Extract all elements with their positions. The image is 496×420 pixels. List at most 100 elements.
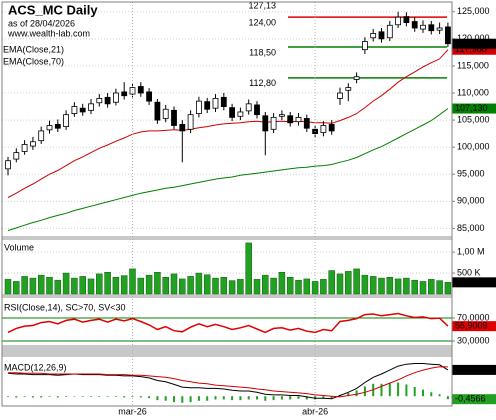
bar xyxy=(270,277,277,295)
bar xyxy=(96,273,103,295)
bar xyxy=(262,274,269,295)
panel-title: Volume xyxy=(4,242,34,252)
histogram-bar xyxy=(397,382,400,397)
candle-body xyxy=(171,109,177,126)
x-tick-label: mar-26 xyxy=(118,406,147,416)
last-value-box xyxy=(452,321,496,332)
histogram-bar xyxy=(31,396,34,398)
bar xyxy=(320,279,327,295)
histogram-bar xyxy=(446,396,449,400)
bar xyxy=(295,279,302,295)
bar xyxy=(328,270,335,295)
x-tick-label: abr-26 xyxy=(302,406,328,416)
y-tick-label: 30,0000 xyxy=(457,335,490,345)
candle-body xyxy=(378,31,385,40)
candle-body xyxy=(46,125,53,131)
level-label: 118,50 xyxy=(249,47,276,57)
last-value-label: -0,4566 xyxy=(455,394,486,404)
candle-body xyxy=(96,98,103,104)
histogram-bar xyxy=(90,396,92,397)
candle-body xyxy=(262,115,269,132)
candle-body xyxy=(428,24,435,32)
candle-body xyxy=(212,98,219,109)
histogram-bar xyxy=(256,396,258,400)
bar xyxy=(394,278,402,295)
legend-entry: EMA(Close,21) xyxy=(3,44,64,54)
bar xyxy=(79,276,86,295)
candle-body xyxy=(137,86,144,94)
annotation: www.wealth-lab.com xyxy=(7,28,90,38)
bar xyxy=(187,276,194,295)
histogram-bar xyxy=(222,396,225,400)
bar xyxy=(286,277,294,295)
bar xyxy=(212,277,219,295)
bar xyxy=(444,282,452,295)
last-value-box xyxy=(452,103,496,114)
histogram-bar xyxy=(81,396,84,397)
y-tick-label: 70,0000 xyxy=(457,312,490,322)
bar xyxy=(403,277,410,295)
bar xyxy=(54,279,62,295)
histogram-bar xyxy=(380,383,383,397)
candle-body xyxy=(63,114,69,127)
histogram-bar xyxy=(181,396,184,403)
panel-title: RSI(Close,14), SC>70, SV<30 xyxy=(4,302,126,312)
candle-body xyxy=(444,26,451,45)
y-tick-label: 95,000 xyxy=(457,169,485,179)
histogram-bar xyxy=(197,396,200,401)
line xyxy=(8,366,448,398)
bar xyxy=(46,277,53,295)
y-tick-label: 125,000 xyxy=(457,6,490,16)
histogram-bar xyxy=(106,396,109,397)
histogram-bar xyxy=(173,396,175,403)
candle-body xyxy=(245,103,252,112)
last-value-label: 278,544 xyxy=(455,277,488,287)
y-tick-label: 120,000 xyxy=(457,33,490,43)
histogram-bar xyxy=(305,396,308,400)
candle-body xyxy=(187,114,194,130)
bar xyxy=(386,277,394,295)
bar xyxy=(62,272,70,295)
bar xyxy=(220,277,228,295)
bar xyxy=(29,277,37,295)
bar xyxy=(112,277,120,295)
bar xyxy=(237,279,244,295)
last-value-label: 4,0244 xyxy=(455,364,483,374)
histogram-bar xyxy=(355,390,358,397)
histogram-bar xyxy=(239,396,242,401)
level-label: 127,13 xyxy=(248,1,276,11)
candle-body xyxy=(13,152,20,160)
bar xyxy=(154,271,161,295)
bar xyxy=(87,278,95,295)
candle-body xyxy=(403,16,410,23)
histogram-bar xyxy=(405,384,408,397)
bar xyxy=(4,279,12,295)
bar xyxy=(203,274,211,295)
candle-body xyxy=(54,124,61,129)
frame xyxy=(1,1,453,407)
candle-body xyxy=(229,107,236,118)
bar xyxy=(71,277,78,295)
last-value-box xyxy=(452,277,496,288)
y-tick-label: 110,000 xyxy=(457,87,489,97)
candle-body xyxy=(254,104,260,116)
legend-entry: EMA(Close,70) xyxy=(3,56,64,66)
candle-body xyxy=(104,96,111,105)
histogram-bar xyxy=(148,396,151,399)
line xyxy=(7,49,449,198)
candle-body xyxy=(88,103,94,111)
histogram-bar xyxy=(438,394,441,397)
histogram-bar xyxy=(280,396,283,400)
bar xyxy=(361,274,369,295)
histogram-bar xyxy=(363,386,366,397)
histogram-bar xyxy=(98,396,101,397)
last-value-label: 117,988 xyxy=(455,44,487,54)
histogram-bar xyxy=(231,396,234,401)
histogram-bar xyxy=(156,396,159,401)
histogram-bar xyxy=(214,396,217,400)
candle-body xyxy=(29,141,36,147)
candle-body xyxy=(370,33,377,39)
candle-body xyxy=(303,118,310,129)
candle-body xyxy=(287,115,294,124)
